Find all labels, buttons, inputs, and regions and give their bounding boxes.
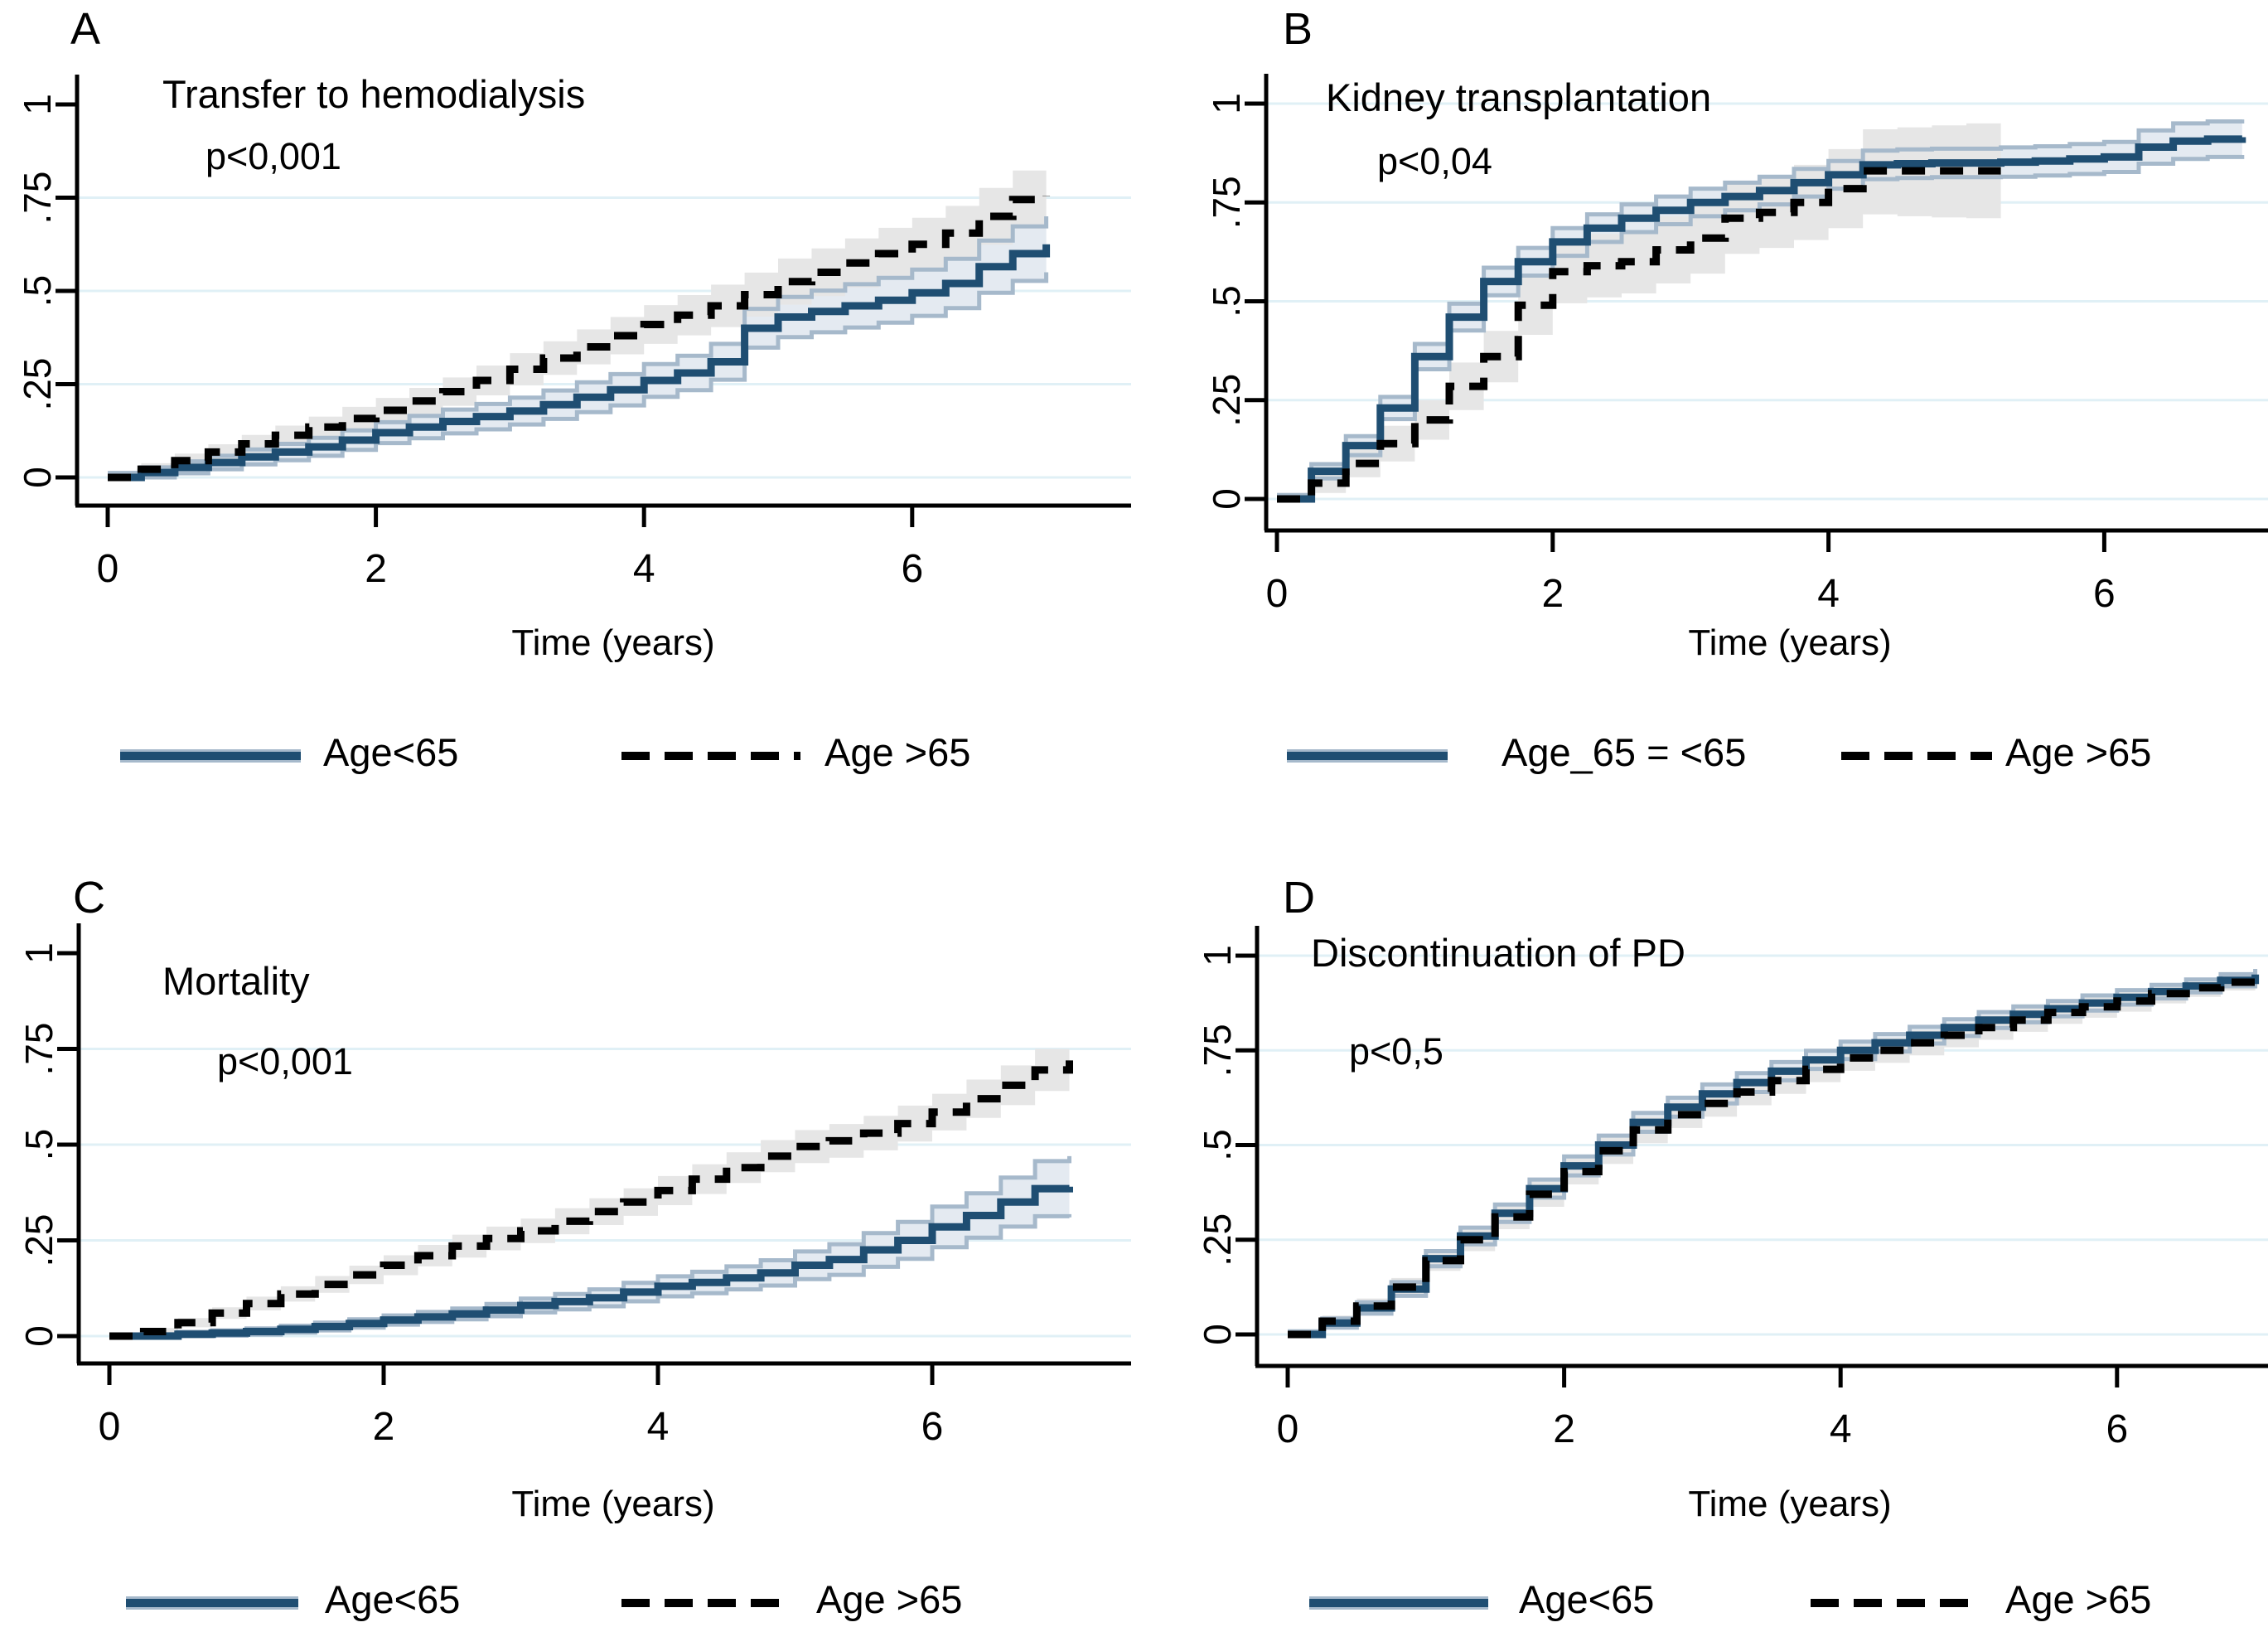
y-tick-label: .75 [17, 1023, 60, 1076]
panel-c-p-value: p<0,001 [217, 1040, 353, 1082]
x-tick-label: 2 [373, 1405, 395, 1449]
panel-d-p-value: p<0,5 [1349, 1030, 1443, 1073]
x-tick-label: 6 [921, 1405, 944, 1449]
ci-edge-age-lt-65 [1288, 969, 2258, 1334]
legend-dash-sample-age-gt-65 [1811, 1599, 1981, 1607]
legend-line-sample-age-lt-65 [120, 749, 301, 763]
legend-line-sample-age-lt-65 [1287, 749, 1448, 763]
y-tick-label: .75 [16, 172, 59, 225]
panel-a-plot: 0 .25 .5 .75 1 0 2 4 6 [16, 75, 1131, 591]
legend-dash-sample-age-gt-65 [1841, 752, 1992, 760]
x-tick-label: 6 [2093, 572, 2116, 616]
panel-d-x-axis-label: Time (years) [1688, 1484, 1892, 1524]
y-tick-label: .25 [16, 358, 59, 411]
panel-b-title: Kidney transplantation [1326, 75, 1712, 119]
panel-a-p-value: p<0,001 [206, 135, 341, 177]
y-tick-label: .5 [1196, 1129, 1239, 1160]
legend-line-sample-age-lt-65 [126, 1596, 298, 1610]
curve-age-lt-65 [109, 1184, 1073, 1340]
legend-label-age-lt-65: Age<65 [323, 730, 459, 774]
x-tick-label: 0 [97, 547, 119, 591]
y-tick-label: 1 [1205, 93, 1248, 114]
legend-dash-sample-age-gt-65 [621, 1599, 791, 1607]
ci-band-age-lt-65 [1288, 969, 2256, 1334]
panel-d-title: Discontinuation of PD [1311, 931, 1685, 975]
x-tick-label: 2 [365, 547, 387, 591]
x-tick-label: 4 [647, 1405, 670, 1449]
y-tick-label: .5 [1205, 285, 1248, 317]
x-tick-label: 0 [1277, 1407, 1299, 1451]
ci-edge-age-lt-65 [108, 216, 1049, 476]
x-tick-label: 6 [2106, 1407, 2128, 1451]
y-tick-label: 0 [1196, 1324, 1239, 1345]
legend-label-age-lt-65: Age_65 = <65 [1502, 730, 1747, 774]
legend-label-age-gt-65: Age >65 [2005, 1577, 2152, 1621]
panel-c-x-axis-label: Time (years) [511, 1484, 715, 1524]
ci-edge-age-lt-65 [1277, 154, 2245, 501]
panel-d-plot: 0 .25 .5 .75 1 0 2 4 6 [1196, 926, 2268, 1451]
panel-c-title: Mortality [162, 959, 310, 1003]
x-tick-label: 0 [1266, 572, 1289, 616]
curve-age-gt-65 [1277, 167, 2001, 503]
y-tick-label: 1 [16, 94, 59, 115]
x-tick-label: 2 [1553, 1407, 1575, 1451]
panel-a-x-axis-label: Time (years) [511, 622, 715, 663]
y-tick-label: .5 [16, 275, 59, 307]
y-tick-label: 1 [17, 942, 60, 964]
panel-b-plot: 0 .25 .5 .75 1 0 2 4 6 [1205, 74, 2268, 616]
panel-letter-b: B [1283, 4, 1313, 54]
panel-letter-d: D [1283, 873, 1315, 923]
curve-age-gt-65 [108, 196, 1051, 482]
panel-b-p-value: p<0,04 [1377, 140, 1492, 182]
curve-age-lt-65 [1277, 135, 2246, 503]
legend-label-age-gt-65: Age >65 [2005, 730, 2152, 774]
panel-letter-c: C [73, 873, 105, 923]
curve-age-lt-65 [1288, 974, 2260, 1339]
curve-age-lt-65 [108, 244, 1051, 482]
ci-edge-age-lt-65 [108, 272, 1049, 480]
curve-age-gt-65 [109, 1060, 1073, 1340]
x-tick-label: 4 [1830, 1407, 1852, 1451]
y-tick-label: .75 [1196, 1024, 1239, 1077]
legend-label-age-gt-65: Age >65 [816, 1577, 963, 1621]
legend-dash-sample-age-gt-65 [621, 752, 800, 760]
ci-band-age-gt-65 [1277, 123, 2001, 499]
x-tick-label: 4 [633, 547, 655, 591]
y-tick-label: 0 [1205, 488, 1248, 510]
legend-line-sample-age-lt-65 [1309, 1596, 1488, 1610]
x-tick-label: 6 [901, 547, 923, 591]
y-tick-label: .75 [1205, 176, 1248, 229]
panel-a-title: Transfer to hemodialysis [162, 72, 586, 116]
y-tick-label: .5 [17, 1129, 60, 1160]
ci-band-age-gt-65 [1288, 969, 2256, 1334]
x-tick-label: 2 [1541, 572, 1564, 616]
legend-label-age-lt-65: Age<65 [325, 1577, 461, 1621]
y-tick-label: 1 [1196, 945, 1239, 966]
legend-label-age-lt-65: Age<65 [1519, 1577, 1655, 1621]
curve-age-gt-65 [1288, 976, 2260, 1339]
x-tick-label: 0 [99, 1405, 121, 1449]
x-tick-label: 4 [1817, 572, 1840, 616]
legend-label-age-gt-65: Age >65 [825, 730, 971, 774]
panel-c-plot: 0 .25 .5 .75 1 0 2 4 6 [17, 923, 1131, 1449]
y-tick-label: 0 [16, 467, 59, 488]
panel-letter-a: A [70, 4, 101, 54]
y-tick-label: .25 [1196, 1213, 1239, 1266]
y-tick-label: .25 [17, 1214, 60, 1267]
panel-b-x-axis-label: Time (years) [1688, 622, 1892, 663]
y-tick-label: 0 [17, 1325, 60, 1347]
y-tick-label: .25 [1205, 374, 1248, 427]
